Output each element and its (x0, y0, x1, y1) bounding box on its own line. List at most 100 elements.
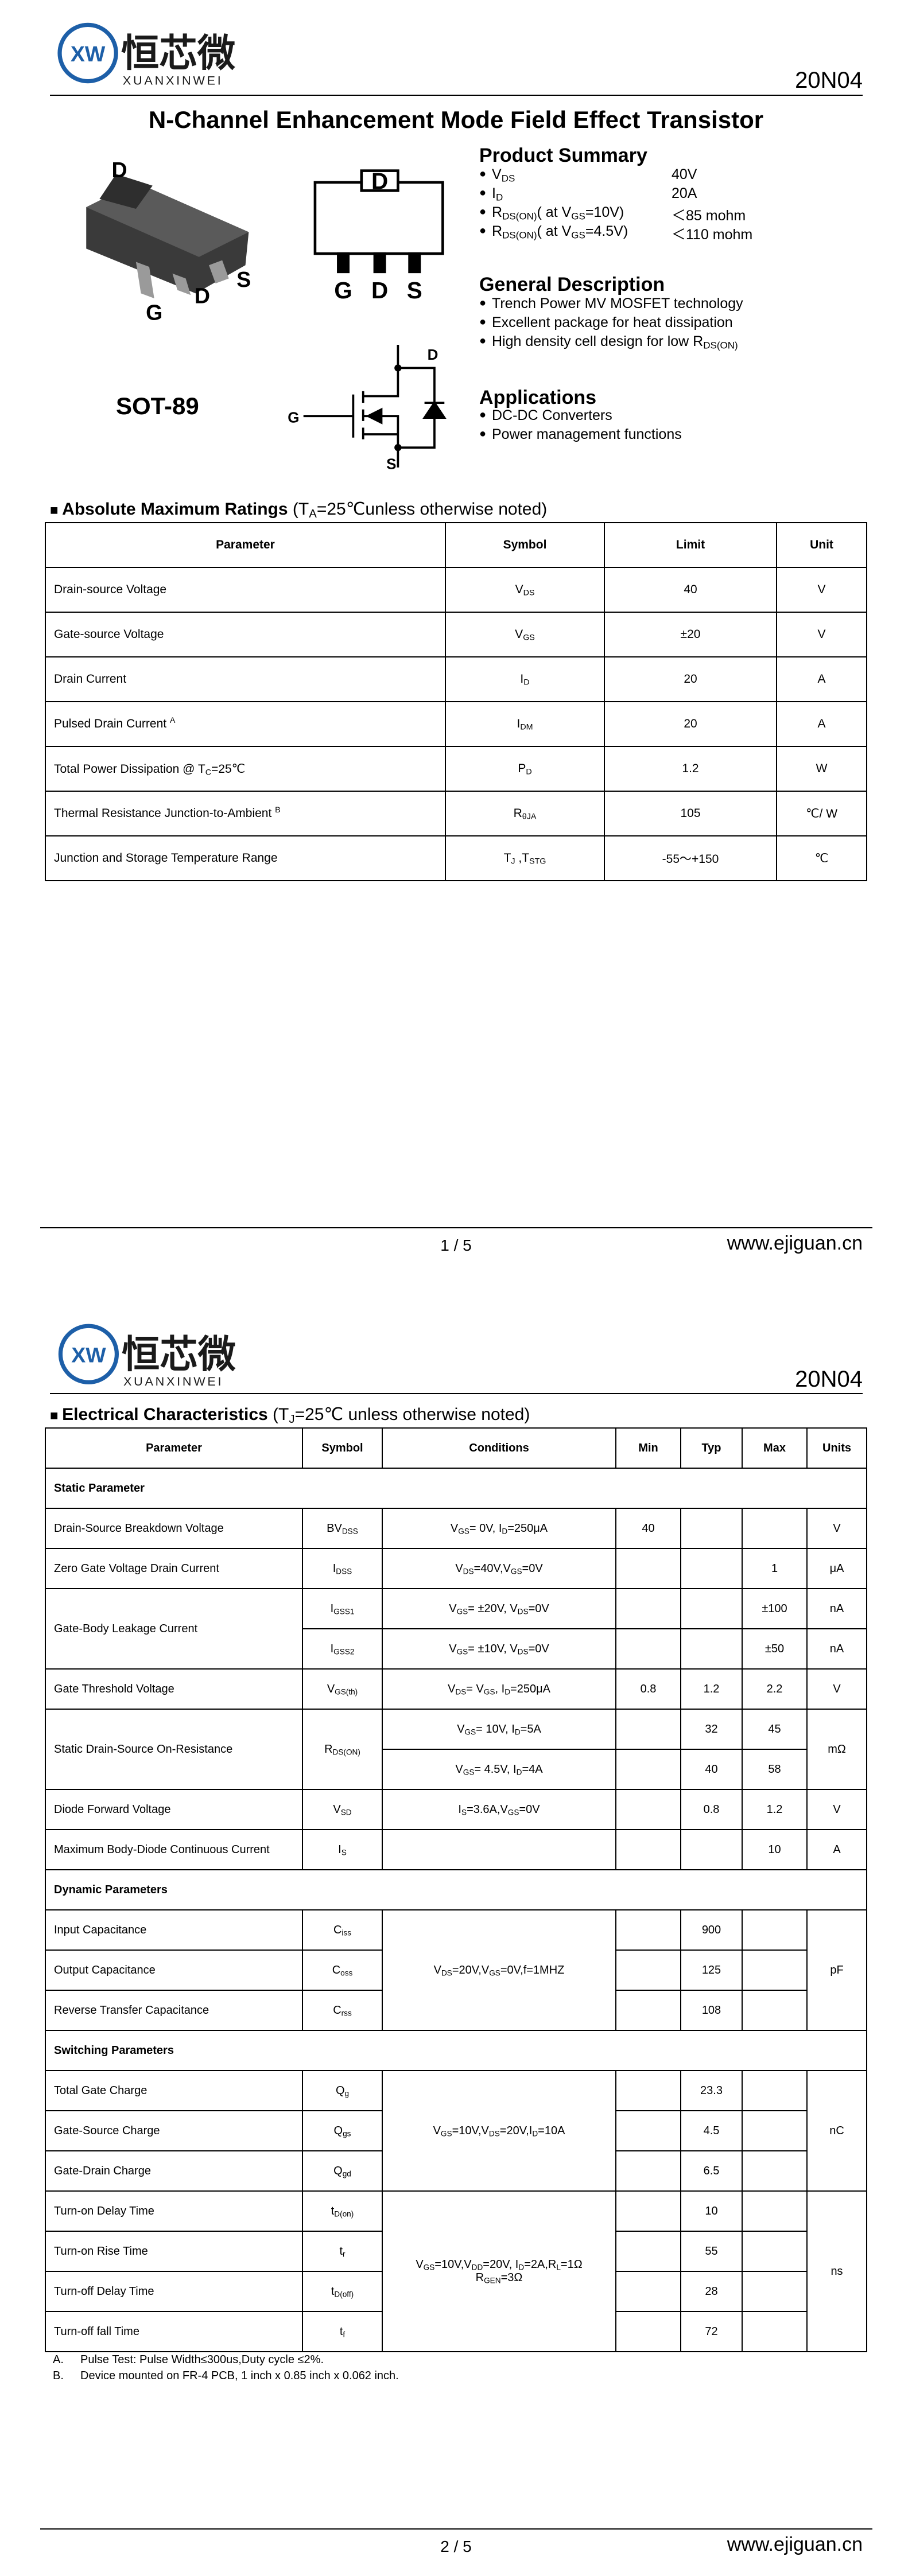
text-run: =20V,I (499, 2124, 533, 2137)
cell-max: 2.2 (742, 1668, 808, 1710)
cell-parameter: Maximum Body-Diode Continuous Current (45, 1829, 303, 1870)
text-run: C (332, 1963, 341, 1976)
website: www.ejiguan.cn (727, 2534, 863, 2555)
column-header: Max (742, 1427, 808, 1469)
section-label: Switching Parameters (45, 2030, 867, 2071)
cell-parameter: Gate-Source Charge (45, 2110, 303, 2151)
empty-cell (615, 2311, 681, 2352)
summary-value: 40V (672, 166, 697, 182)
text-run: =4A (522, 1762, 543, 1776)
cell-units: nC (806, 2070, 867, 2192)
text-run: =5A (520, 1722, 541, 1736)
section-label: Static Parameter (45, 1468, 867, 1509)
text-run: T (503, 851, 511, 865)
text-run: P (518, 762, 526, 775)
cell-parameter: Junction and Storage Temperature Range (45, 835, 446, 881)
summary-list: VDS40VID20ARDS(ON)( at VGS=10V)＜85 mohmR… (479, 166, 752, 243)
cell-typ: 23.3 (680, 2070, 743, 2111)
cell-parameter: Turn-on Delay Time (45, 2190, 303, 2232)
cell-typ: 0.8 (680, 1789, 743, 1830)
text-run: V (492, 166, 502, 182)
cell-typ: 55 (680, 2231, 743, 2272)
subscript: GS (489, 1968, 500, 1977)
subscript: GS (571, 229, 585, 241)
subscript: DS(ON) (703, 340, 738, 351)
empty-cell (680, 1628, 743, 1670)
text-run: V (433, 1963, 441, 1976)
summary-row: RDS(ON)( at VGS=10V) ＜85 mohm (479, 204, 746, 224)
column-header: Symbol (302, 1427, 383, 1469)
text-run: V (333, 1803, 341, 1816)
cell-typ: 32 (680, 1709, 743, 1750)
footnote-text: Pulse Test: Pulse Width≤300us,Duty cycle… (80, 2353, 324, 2366)
cell-typ: 72 (680, 2311, 743, 2352)
text-run: C (333, 1923, 342, 1936)
subscript: DS(ON) (502, 229, 537, 241)
logo-latin: XUANXINWEI (123, 1374, 223, 1388)
table-row: Total Power Dissipation @ TC=25℃ PD 1.2 W (45, 746, 867, 792)
subscript: S (461, 1807, 467, 1816)
text-run: I (520, 672, 524, 686)
diode-lead (398, 367, 436, 449)
text-run: R (324, 1742, 333, 1756)
text-run: V (455, 1562, 463, 1575)
empty-cell (615, 1709, 681, 1750)
text-run: =25℃ (211, 762, 246, 776)
subscript: GS (510, 1566, 522, 1575)
cell-conditions: VDS= VGS, ID=250μA (382, 1668, 616, 1710)
text-run: =20V,V (452, 1963, 490, 1976)
text-run: ( at V (537, 204, 572, 220)
text-run: =2A,R (524, 2258, 557, 2271)
table-row: Thermal Resistance Junction-to-Ambient B… (45, 791, 867, 836)
footer-rule (40, 2528, 872, 2530)
subscript: iss (341, 1928, 352, 1937)
text-run: =4.5V) (585, 223, 628, 239)
subscript: DS (517, 1647, 529, 1656)
subscript: GS (463, 1767, 475, 1776)
title: N-Channel Enhancement Mode Field Effect … (148, 106, 764, 133)
package-lead (172, 273, 191, 295)
section-condition: (TJ=25℃ unless otherwise noted) (268, 1405, 530, 1425)
text-run: C (333, 2003, 341, 2017)
column-header: Units (806, 1427, 867, 1469)
cell-unit: V (776, 567, 867, 613)
cell-units: mΩ (806, 1709, 867, 1790)
subscript: D (514, 1727, 521, 1736)
page1-drawings: XW 恒芯微 XUANXINWEI D G D S D G D S (57, 22, 447, 473)
node (394, 443, 402, 452)
subscript: DS (501, 173, 515, 184)
cell-parameter: Turn-off fall Time (45, 2311, 303, 2352)
text-run: =10V,V (434, 2258, 472, 2271)
text-run: V (416, 2258, 424, 2271)
subscript: D (532, 2128, 538, 2138)
cell-max: 10 (742, 1829, 808, 1870)
cell-symbol: TJ ,TSTG (445, 835, 605, 881)
summary-param: RDS(ON)( at VGS=4.5V) (492, 223, 628, 241)
text-run: = 4.5V, I (474, 1762, 517, 1776)
cell-typ: 108 (680, 1990, 743, 2031)
summary-value: 20A (672, 185, 697, 201)
section-title: Absolute Maximum Ratings (62, 500, 288, 519)
pin-label: D (371, 168, 388, 194)
cell-parameter: Drain-source Voltage (45, 567, 446, 613)
cell-conditions: VGS= 10V, ID=5A (382, 1709, 616, 1750)
table-row: Pulsed Drain Current A IDM 20 A (45, 701, 867, 747)
cell-typ: 28 (680, 2271, 743, 2312)
column-header: Limit (604, 522, 777, 568)
page2-logo: XW 恒芯微 XUANXINWEI (58, 1324, 236, 1388)
cell-symbol: ID (445, 656, 605, 702)
empty-cell (742, 2150, 808, 2192)
text-run: (T (288, 500, 309, 519)
footnote-label: A. (53, 2353, 64, 2366)
cell-symbol: IDM (445, 701, 605, 747)
cell-typ: 900 (680, 1909, 743, 1951)
subscript: rss (341, 2008, 352, 2017)
subscript: L (556, 2263, 561, 2272)
electrical-table: Parameter Symbol Conditions Min Typ Max Units S… (45, 1427, 867, 2352)
cell-max: ±50 (742, 1628, 808, 1670)
subscript: DSS (341, 1526, 358, 1535)
cell-limit: 1.2 (604, 746, 777, 792)
text-run: = V (466, 1682, 484, 1695)
pin-label: D (195, 284, 210, 308)
